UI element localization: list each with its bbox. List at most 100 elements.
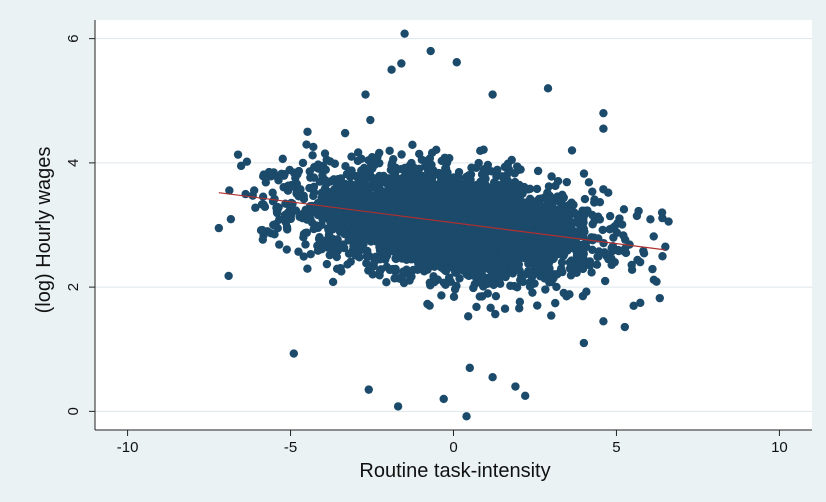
scatter-point xyxy=(397,150,406,159)
scatter-point xyxy=(592,260,602,269)
scatter-point xyxy=(527,227,536,237)
scatter-point xyxy=(292,189,301,198)
scatter-point xyxy=(593,252,602,261)
scatter-point xyxy=(298,158,308,168)
scatter-point xyxy=(456,199,466,208)
scatter-point xyxy=(580,194,590,204)
scatter-point xyxy=(620,244,630,253)
scatter-point xyxy=(258,192,268,201)
x-tick-label: -10 xyxy=(117,439,139,456)
scatter-point xyxy=(364,385,373,394)
scatter-point xyxy=(557,247,567,256)
scatter-point xyxy=(382,262,392,272)
scatter-point xyxy=(346,172,355,182)
scatter-point xyxy=(303,127,312,136)
scatter-point xyxy=(324,206,333,215)
scatter-point xyxy=(349,199,358,209)
scatter-point xyxy=(386,177,395,186)
scatter-point xyxy=(225,186,234,195)
scatter-point xyxy=(486,303,495,313)
scatter-point xyxy=(284,212,293,221)
scatter-point xyxy=(632,211,642,221)
scatter-point xyxy=(316,164,325,173)
scatter-point xyxy=(375,267,385,276)
scatter-point xyxy=(491,179,500,188)
scatter-point xyxy=(312,221,321,230)
scatter-point xyxy=(599,317,608,326)
scatter-point xyxy=(399,267,408,276)
scatter-point xyxy=(328,277,338,287)
scatter-point xyxy=(410,238,419,247)
scatter-point xyxy=(357,166,366,175)
fit-line-group xyxy=(218,192,666,251)
scatter-point xyxy=(445,154,454,163)
scatter-point xyxy=(600,248,609,257)
axes xyxy=(89,20,812,436)
scatter-point xyxy=(579,224,589,233)
scatter-point xyxy=(413,265,422,274)
scatter-point xyxy=(572,233,582,242)
scatter-point xyxy=(390,274,399,283)
scatter-point xyxy=(347,180,356,189)
scatter-point xyxy=(480,169,490,178)
y-tick-label: 6 xyxy=(65,34,82,42)
scatter-point xyxy=(607,243,616,253)
scatter-point xyxy=(445,216,455,225)
scatter-point xyxy=(284,181,293,190)
scatter-point xyxy=(302,228,312,237)
scatter-point xyxy=(332,264,342,273)
scatter-point xyxy=(507,220,516,230)
scatter-point xyxy=(368,220,378,230)
scatter-point xyxy=(500,304,510,313)
scatter-point xyxy=(613,218,622,228)
scatter-point xyxy=(489,192,498,201)
scatter-point xyxy=(301,240,310,249)
scatter-point xyxy=(456,263,466,273)
scatter-point xyxy=(408,140,417,150)
scatter-point xyxy=(513,249,523,259)
scatter-point xyxy=(382,251,392,260)
scatter-point xyxy=(513,162,522,171)
scatter-point xyxy=(226,214,236,224)
scatter-point xyxy=(658,252,667,261)
scatter-point xyxy=(408,178,418,188)
scatter-point xyxy=(496,248,506,257)
scatter-point xyxy=(541,285,550,294)
scatter-point xyxy=(655,293,664,303)
scatter-point xyxy=(397,59,406,68)
scatter-point xyxy=(493,214,502,224)
scatter-point xyxy=(578,264,588,274)
scatter-point xyxy=(515,304,524,313)
x-tick-label: 10 xyxy=(771,439,788,456)
scatter-point xyxy=(375,177,385,186)
scatter-point xyxy=(397,254,407,263)
scatter-point xyxy=(224,271,233,281)
scatter-point xyxy=(488,372,497,382)
scatter-point xyxy=(510,177,520,187)
scatter-point xyxy=(455,274,464,283)
scatter-point xyxy=(431,200,441,210)
scatter-point xyxy=(649,232,658,241)
scatter-point xyxy=(472,203,482,212)
scatter-point xyxy=(313,206,322,215)
scatter-point xyxy=(463,193,473,202)
scatter-point xyxy=(371,196,380,206)
scatter-point xyxy=(599,108,608,118)
scatter-point xyxy=(579,243,589,253)
scatter-point xyxy=(547,172,556,181)
scatter-point xyxy=(259,200,268,209)
scatter-point xyxy=(543,84,553,93)
scatter-point xyxy=(289,168,299,177)
scatter-point xyxy=(452,58,461,67)
scatter-point xyxy=(450,285,460,294)
scatter-point xyxy=(282,222,292,232)
scatter-point xyxy=(426,46,435,56)
scatter-point xyxy=(489,265,498,275)
scatter-point xyxy=(410,226,419,235)
scatter-point xyxy=(308,151,317,160)
scatter-point xyxy=(391,224,400,234)
scatter-point xyxy=(483,289,492,298)
scatter-point xyxy=(430,277,439,287)
x-tick-label: 0 xyxy=(449,439,457,456)
scatter-point xyxy=(256,226,266,235)
